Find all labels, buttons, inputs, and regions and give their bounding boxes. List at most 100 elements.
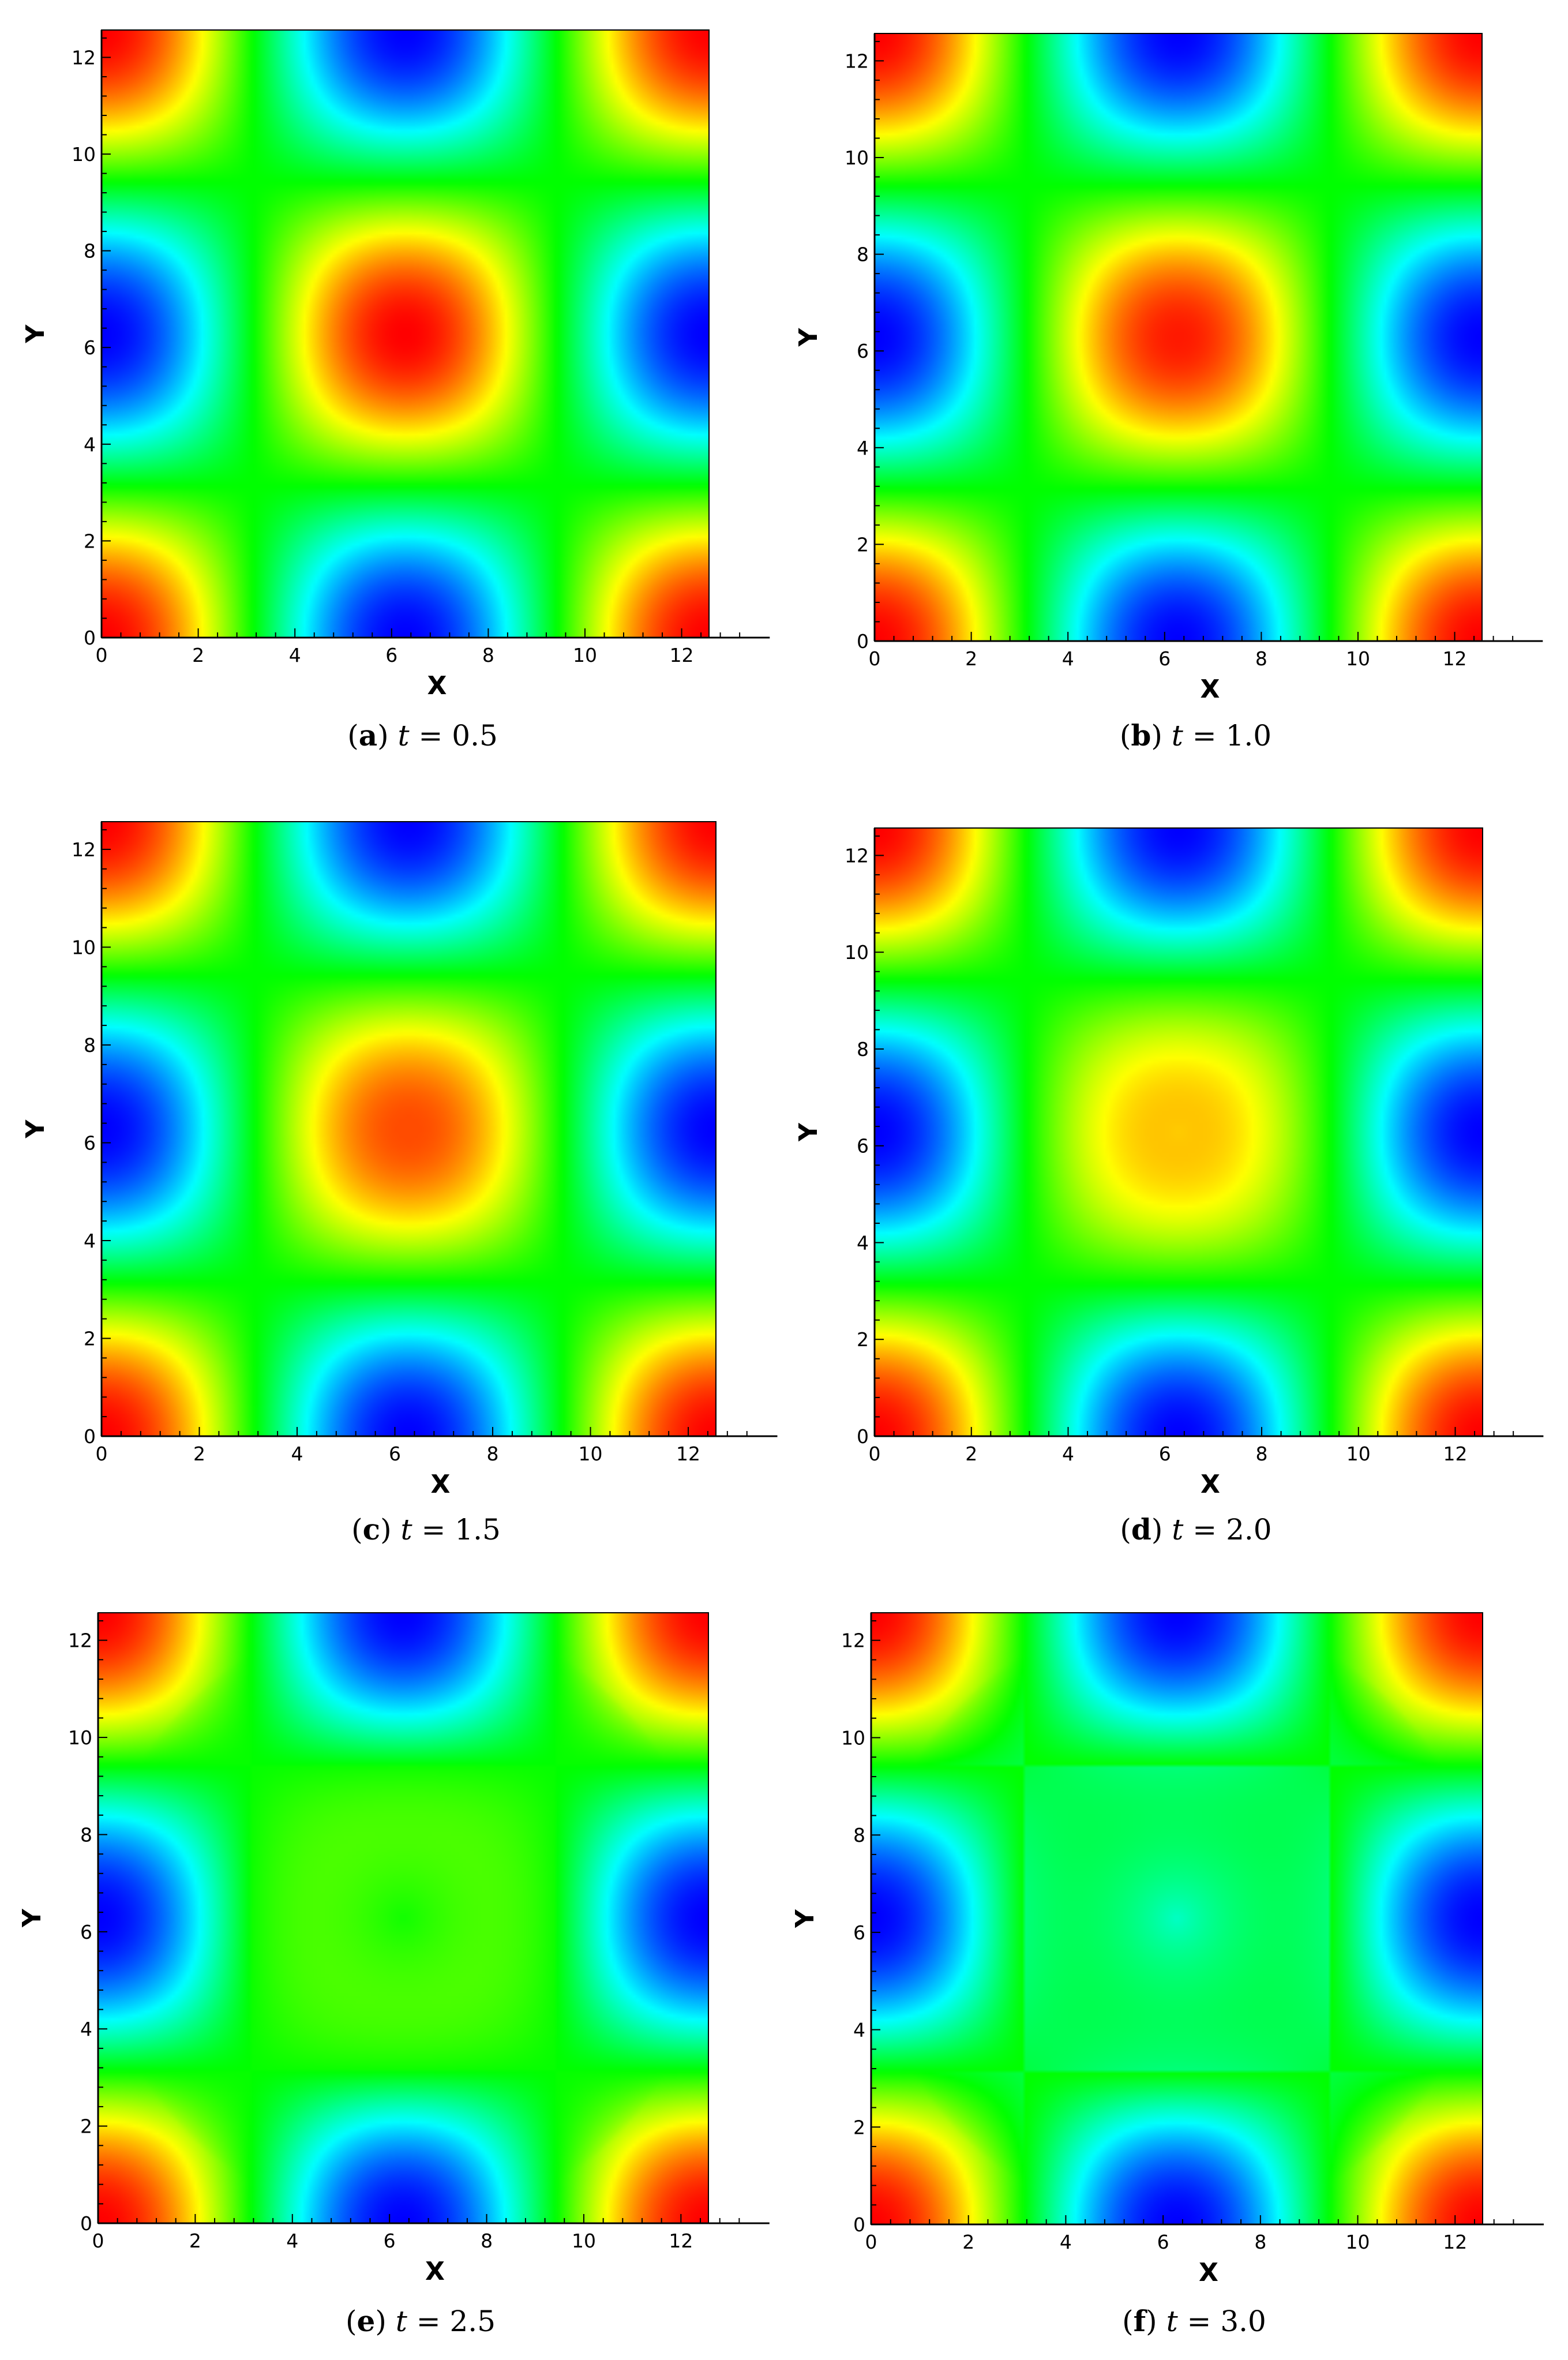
y-tick-label: 2 xyxy=(857,1328,869,1351)
panel-caption: (f) t = 3.0 xyxy=(1122,2304,1266,2338)
x-tick-label: 12 xyxy=(1443,2231,1467,2253)
x-tick-label: 6 xyxy=(389,1443,401,1465)
y-tick-label: 2 xyxy=(80,2115,92,2138)
x-tick-label: 2 xyxy=(965,1443,977,1465)
x-tick-label: 6 xyxy=(1158,647,1171,670)
x-tick-label: 4 xyxy=(1060,2231,1072,2253)
x-tick-label: 0 xyxy=(96,644,108,666)
x-tick-label: 10 xyxy=(1346,2231,1370,2253)
x-tick-label: 4 xyxy=(1062,1443,1074,1465)
x-tick-label: 8 xyxy=(487,1443,499,1465)
x-tick-label: 2 xyxy=(962,2231,974,2253)
y-tick-label: 4 xyxy=(853,2019,865,2041)
panel-e: 0 2 4 6 8 10 12 0 2 4 6 8 10 12 X Y (e) t = 2.5 xyxy=(17,1612,770,2338)
x-tick-label: 0 xyxy=(92,2230,104,2252)
x-tick-label: 2 xyxy=(189,2230,201,2252)
x-axis-label: X xyxy=(431,1470,451,1499)
y-tick-label: 4 xyxy=(84,1230,96,1252)
x-tick-label: 4 xyxy=(289,644,301,666)
x-tick-label: 2 xyxy=(965,647,977,670)
y-tick-label: 6 xyxy=(857,1135,869,1157)
panel-caption: (c) t = 1.5 xyxy=(351,1512,501,1546)
y-tick-label: 0 xyxy=(853,2213,865,2236)
panel-caption: (a) t = 0.5 xyxy=(347,718,498,752)
x-tick-label: 2 xyxy=(193,1443,205,1465)
x-tick-label: 8 xyxy=(1254,2231,1266,2253)
heatmap-field xyxy=(875,33,1482,641)
x-tick-label: 6 xyxy=(1157,2231,1169,2253)
y-axis-label: Y xyxy=(794,1122,823,1142)
panel-caption: (e) t = 2.5 xyxy=(346,2304,496,2338)
y-tick-label: 12 xyxy=(845,844,869,867)
y-tick-label: 0 xyxy=(84,1425,96,1448)
y-tick-label: 8 xyxy=(80,1823,92,1846)
y-tick-label: 4 xyxy=(80,2018,92,2040)
x-tick-label: 0 xyxy=(96,1443,108,1465)
y-tick-label: 8 xyxy=(857,244,869,266)
heatmap-field xyxy=(871,1613,1483,2224)
x-tick-label: 0 xyxy=(869,1443,881,1465)
panel-d: 0 2 4 6 8 10 12 0 2 4 6 8 10 12 X Y (d) t = 2.0 xyxy=(794,827,1544,1546)
y-tick-label: 0 xyxy=(80,2212,92,2235)
y-tick-label: 8 xyxy=(853,1824,865,1846)
y-axis-label: Y xyxy=(21,324,50,343)
y-tick-label: 12 xyxy=(72,838,96,861)
y-axis-label: Y xyxy=(21,1119,50,1138)
x-tick-label: 4 xyxy=(286,2230,298,2252)
y-tick-label: 4 xyxy=(857,1231,869,1254)
y-tick-label: 10 xyxy=(72,936,96,958)
y-tick-label: 8 xyxy=(84,1034,96,1057)
x-tick-label: 4 xyxy=(291,1443,303,1465)
x-axis-label: X xyxy=(1201,675,1220,704)
y-tick-label: 8 xyxy=(857,1038,869,1061)
x-tick-label: 10 xyxy=(1346,1443,1371,1465)
x-tick-label: 12 xyxy=(676,1443,700,1465)
x-tick-label: 10 xyxy=(573,644,597,666)
x-axis-label: X xyxy=(1199,2258,1218,2287)
y-axis-label: Y xyxy=(794,327,823,347)
y-tick-label: 12 xyxy=(841,1629,865,1652)
panel-b: 0 2 4 6 8 10 12 0 2 4 6 8 10 12 X Y (b) t = 1.0 xyxy=(794,33,1543,752)
y-tick-label: 10 xyxy=(68,1726,92,1749)
y-tick-label: 6 xyxy=(84,336,96,359)
x-tick-label: 6 xyxy=(385,644,397,666)
y-tick-label: 2 xyxy=(857,533,869,556)
heatmap-field xyxy=(102,30,709,638)
x-axis-label: X xyxy=(425,2257,445,2286)
y-tick-label: 10 xyxy=(845,941,869,964)
panel-f: 0 2 4 6 8 10 12 0 2 4 6 8 10 12 X Y (f) t = 3.0 xyxy=(790,1612,1544,2338)
x-tick-label: 2 xyxy=(192,644,204,666)
y-tick-label: 6 xyxy=(84,1132,96,1154)
x-tick-label: 0 xyxy=(865,2231,877,2253)
panel-caption: (d) t = 2.0 xyxy=(1120,1512,1271,1546)
x-tick-label: 10 xyxy=(1346,647,1370,670)
y-tick-label: 0 xyxy=(857,1425,869,1448)
y-axis-label: Y xyxy=(790,1909,820,1928)
y-tick-label: 8 xyxy=(84,240,96,263)
x-axis-label: X xyxy=(427,671,447,700)
y-tick-label: 12 xyxy=(845,50,869,72)
x-axis-label: X xyxy=(1201,1470,1220,1499)
heatmap-field xyxy=(98,1613,708,2223)
x-tick-label: 12 xyxy=(669,2230,693,2252)
x-tick-label: 6 xyxy=(384,2230,396,2252)
heatmap-field xyxy=(875,828,1483,1436)
x-tick-label: 10 xyxy=(579,1443,603,1465)
y-tick-label: 12 xyxy=(72,46,96,69)
y-tick-label: 10 xyxy=(841,1726,865,1749)
y-tick-label: 10 xyxy=(72,143,96,166)
y-tick-label: 4 xyxy=(857,437,869,459)
y-tick-label: 6 xyxy=(857,340,869,362)
y-tick-label: 4 xyxy=(84,433,96,456)
x-tick-label: 12 xyxy=(1443,647,1467,670)
panel-caption: (b) t = 1.0 xyxy=(1120,718,1271,752)
heatmap-field xyxy=(102,822,716,1436)
x-tick-label: 0 xyxy=(869,647,881,670)
x-tick-label: 8 xyxy=(482,644,494,666)
y-tick-label: 2 xyxy=(84,530,96,552)
y-tick-label: 0 xyxy=(857,630,869,653)
x-tick-label: 12 xyxy=(1443,1443,1468,1465)
y-tick-label: 6 xyxy=(80,1921,92,1943)
y-tick-label: 0 xyxy=(84,627,96,649)
y-tick-label: 12 xyxy=(68,1629,92,1652)
